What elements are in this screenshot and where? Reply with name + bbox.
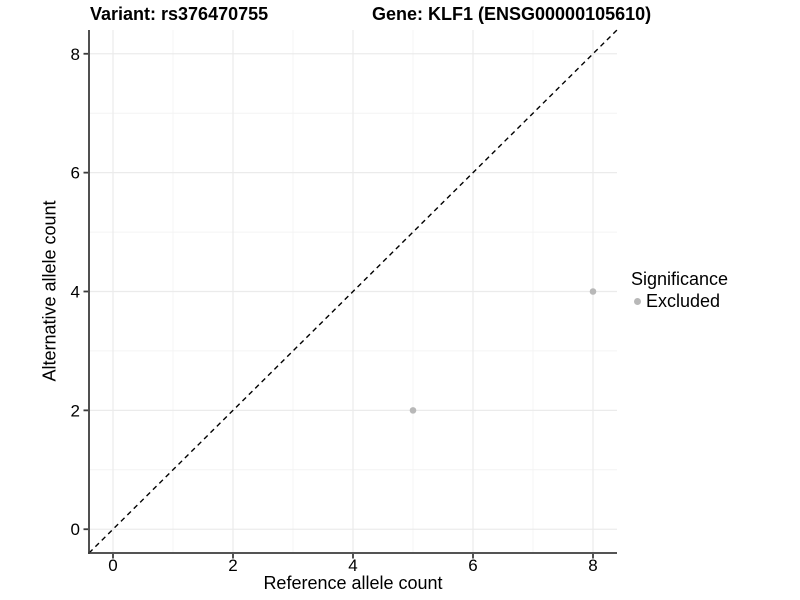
plot-title-gene: Gene: KLF1 (ENSG00000105610) (372, 4, 652, 24)
plot-title-variant: Variant: rs376470755 (90, 4, 269, 24)
x-tick-label: 0 (108, 556, 117, 575)
data-point (589, 288, 597, 295)
identity-dashed-line (88, 29, 618, 554)
data-point (409, 407, 417, 414)
legend-item-label: Excluded (646, 291, 721, 311)
y-axis-title: Alternative allele count (39, 200, 60, 382)
x-tick-label: 8 (588, 556, 597, 575)
x-tick-label: 6 (468, 556, 477, 575)
x-tick-label: 2 (228, 556, 237, 575)
legend-dot-icon (634, 297, 641, 305)
legend-item-excluded: Excluded (631, 291, 728, 311)
y-tick-label: 0 (71, 520, 80, 539)
y-tick-label: 4 (71, 283, 80, 302)
legend-title: Significance (631, 269, 729, 289)
y-tick-label: 8 (71, 45, 80, 64)
y-tick-label: 6 (71, 164, 80, 183)
legend: Significance Excluded (631, 268, 728, 311)
x-axis-title: Reference allele count (263, 573, 443, 593)
x-tick-label: 4 (348, 556, 357, 575)
y-tick-label: 2 (71, 401, 80, 420)
